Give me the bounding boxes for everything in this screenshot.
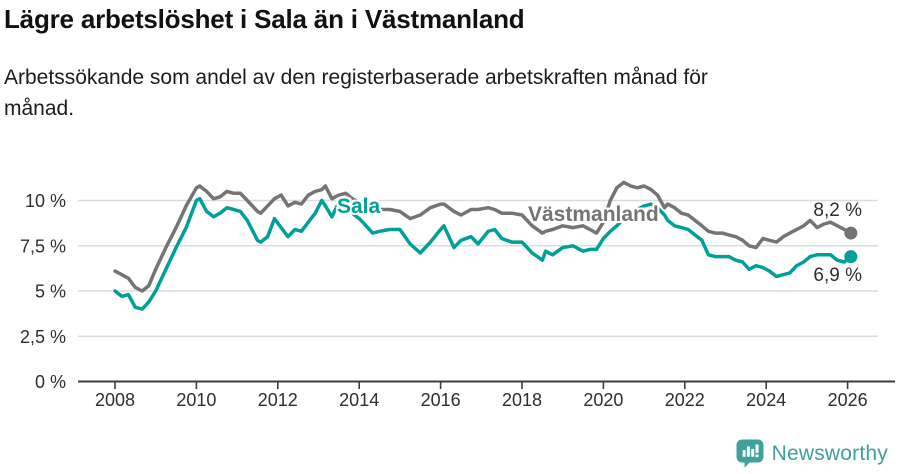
x-axis-tick-label: 2024: [746, 390, 786, 410]
x-axis-tick-label: 2020: [583, 390, 623, 410]
newsworthy-logo: Newsworthy: [736, 439, 888, 468]
chart-title: Lägre arbetslöshet i Sala än i Västmanla…: [4, 4, 525, 34]
y-axis-tick-label: 10 %: [25, 191, 66, 211]
series-line-västmanland: [113, 180, 853, 293]
end-value-vastmanland: 8,2 %: [813, 200, 862, 221]
x-axis-tick-label: 2012: [258, 390, 298, 410]
x-axis-tick-label: 2026: [828, 390, 868, 410]
y-axis-tick-label: 2,5 %: [20, 327, 66, 347]
x-axis-tick-label: 2018: [502, 390, 542, 410]
series-label-vastmanland: Västmanland: [528, 203, 659, 226]
x-axis-tick-label: 2008: [95, 390, 135, 410]
x-axis-tick-label: 2014: [339, 390, 379, 410]
y-axis-tick-label: 0 %: [35, 372, 66, 392]
chart-subtitle: Arbetssökande som andel av den registerb…: [4, 66, 708, 120]
bar-chart-speech-bubble-icon: [736, 439, 764, 468]
series-end-dot-västmanland: [844, 226, 858, 240]
series-label-sala: Sala: [337, 195, 381, 218]
newsworthy-logo-text: Newsworthy: [771, 441, 888, 465]
end-value-sala: 6,9 %: [813, 265, 862, 286]
x-axis-tick-label: 2010: [176, 390, 216, 410]
x-axis-tick-label: 2022: [665, 390, 705, 410]
series-end-dot-sala: [844, 250, 858, 264]
series-line-sala: [113, 196, 853, 311]
y-axis-tick-label: 7,5 %: [20, 236, 66, 256]
y-axis-tick-label: 5 %: [35, 282, 66, 302]
x-axis-tick-label: 2016: [421, 390, 461, 410]
